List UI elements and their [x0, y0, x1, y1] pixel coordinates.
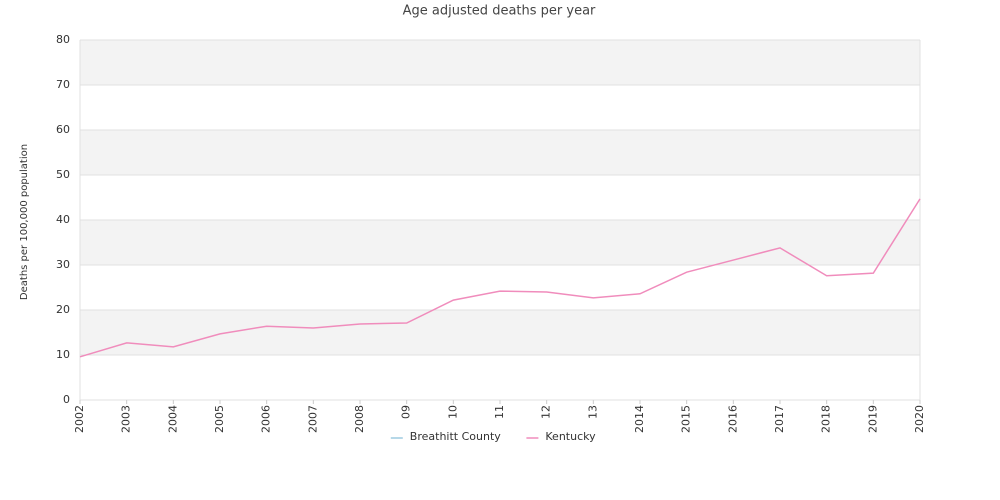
x-tick-label: 2004 — [166, 405, 179, 433]
y-tick-label: 20 — [56, 303, 70, 316]
y-tick-label: 30 — [56, 258, 70, 271]
y-tick-label: 60 — [56, 123, 70, 136]
x-tick-label: 2018 — [820, 405, 833, 433]
y-tick-label: 80 — [56, 33, 70, 46]
x-tick-label: 10 — [446, 405, 459, 419]
y-tick-label: 70 — [56, 78, 70, 91]
x-tick-label: 2019 — [866, 405, 879, 433]
legend-label: Kentucky — [545, 430, 596, 443]
y-tick-label: 10 — [56, 348, 70, 361]
grid-band — [80, 130, 920, 175]
x-tick-label: 2008 — [353, 405, 366, 433]
x-tick-label: 2006 — [260, 405, 273, 433]
x-tick-label: 2020 — [913, 405, 926, 433]
grid-band — [80, 220, 920, 265]
chart-title: Age adjusted deaths per year — [403, 4, 596, 19]
y-tick-label: 50 — [56, 168, 70, 181]
x-tick-label: 2016 — [726, 405, 739, 433]
x-tick-label: 2015 — [680, 405, 693, 433]
x-tick-label: 2017 — [773, 405, 786, 433]
series-line — [79, 198, 921, 358]
legend-label: Breathitt County — [410, 430, 501, 443]
x-tick-label: 12 — [540, 405, 553, 419]
grid-band — [80, 40, 920, 85]
y-tick-label: 40 — [56, 213, 70, 226]
x-tick-label: 11 — [493, 405, 506, 419]
x-tick-label: 09 — [400, 405, 413, 419]
x-tick-label: 2014 — [633, 405, 646, 433]
x-tick-label: 2003 — [120, 405, 133, 433]
x-tick-label: 2007 — [306, 405, 319, 433]
x-tick-label: 13 — [586, 405, 599, 419]
grid-band — [80, 310, 920, 355]
y-axis-label: Deaths per 100,000 population — [19, 144, 30, 300]
y-tick-label: 0 — [63, 393, 70, 406]
x-tick-label: 2005 — [213, 405, 226, 433]
x-tick-label: 2002 — [73, 405, 86, 433]
